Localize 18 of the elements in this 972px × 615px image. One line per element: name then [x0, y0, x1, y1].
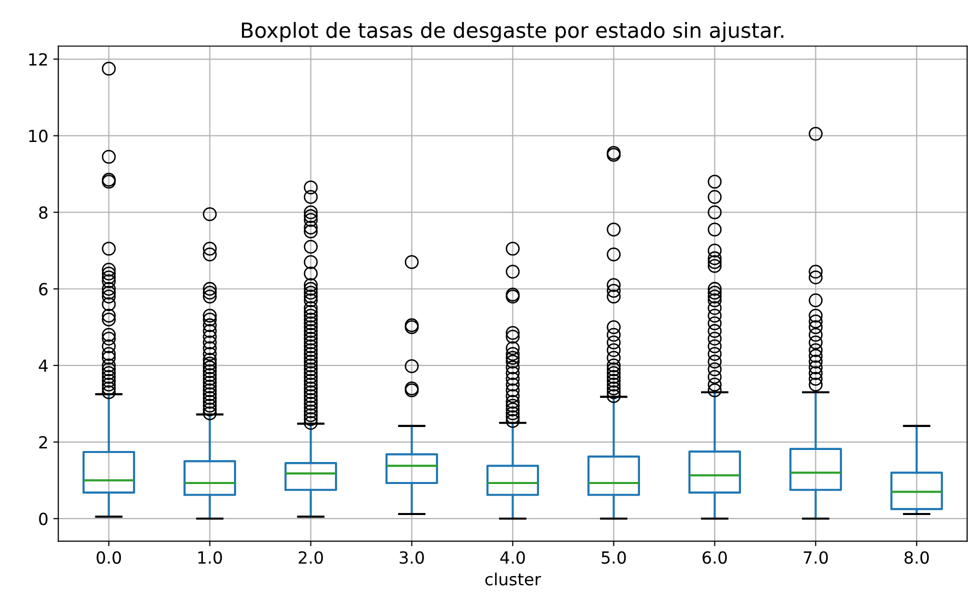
- x-tick-label: 8.0: [904, 551, 929, 564]
- y-tick-label: 8: [39, 206, 48, 219]
- chart-title: Boxplot de tasas de desgaste por estado sin ajustar.: [242, 22, 784, 42]
- x-tick-label: 4.0: [500, 551, 525, 564]
- x-tick-label: 0.0: [96, 551, 121, 564]
- y-tick-label: 0: [39, 512, 48, 526]
- x-axis-title: cluster: [485, 572, 542, 586]
- x-tick-label: 1.0: [198, 551, 222, 564]
- y-tick-label: 6: [39, 282, 48, 296]
- y-tick-label: 12: [29, 53, 47, 66]
- x-tick-label: 5.0: [602, 551, 626, 564]
- x-tick-label: 7.0: [804, 551, 828, 564]
- y-tick-label: 2: [39, 436, 47, 448]
- y-tick-label: 4: [38, 360, 48, 372]
- x-tick-label: 6.0: [702, 551, 727, 564]
- x-tick-label: 3.0: [400, 551, 424, 564]
- y-tick-label: 10: [29, 130, 48, 142]
- x-tick-label: 2.0: [298, 551, 323, 564]
